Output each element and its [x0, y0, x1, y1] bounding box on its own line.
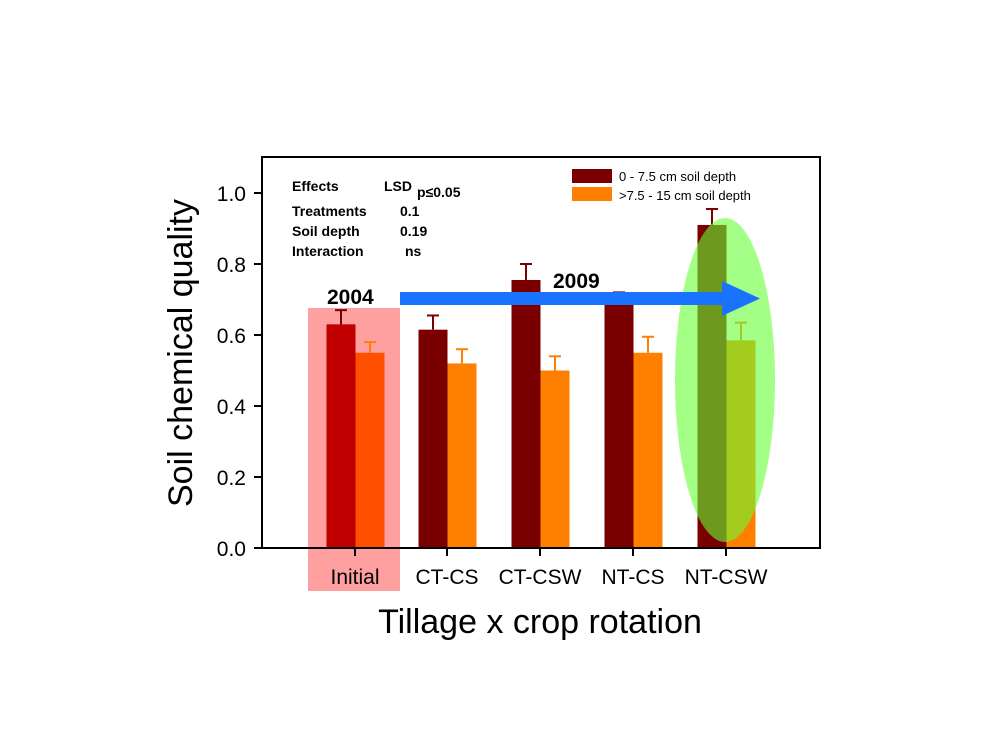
bar-deep-nt-cs: [633, 352, 663, 548]
legend-swatch-shallow: [572, 169, 612, 183]
x-tick-label-ct-cs: CT-CS: [416, 566, 479, 589]
legend: 0 - 7.5 cm soil depth >7.5 - 15 cm soil …: [572, 169, 751, 203]
time-arrow-shaft: [400, 292, 728, 305]
bar-shallow-ct-csw: [511, 279, 541, 548]
best-highlight-ellipse: [675, 218, 775, 542]
stats-row-treatments-value: 0.1: [400, 203, 420, 219]
x-tick-label-nt-cs: NT-CS: [602, 566, 665, 589]
legend-label-deep: >7.5 - 15 cm soil depth: [619, 188, 751, 203]
time-arrow: [400, 281, 760, 316]
y-tick-label: 0.4: [217, 396, 247, 419]
time-arrow-head: [722, 281, 760, 316]
stats-table: Effects LSD p≤0.05 Treatments 0.1 Soil d…: [292, 178, 461, 259]
bar-deep-ct-csw: [540, 370, 570, 548]
bar-shallow-nt-cs: [604, 301, 634, 548]
y-tick-label: 0.2: [217, 467, 246, 490]
stats-row-depth-value: 0.19: [400, 223, 427, 239]
stats-header-lsd-subscript: p≤0.05: [417, 184, 461, 200]
x-tick-label-nt-csw: NT-CSW: [685, 566, 768, 589]
x-axis-title: Tillage x crop rotation: [378, 603, 702, 641]
x-axis-ticks: Initial CT-CS CT-CSW NT-CS NT-CSW: [330, 548, 768, 589]
x-tick-label-ct-csw: CT-CSW: [499, 566, 582, 589]
bar-deep-ct-cs: [447, 363, 477, 548]
x-tick-label-initial: Initial: [330, 566, 379, 589]
legend-label-shallow: 0 - 7.5 cm soil depth: [619, 169, 736, 184]
stats-row-interaction-value: ns: [405, 243, 422, 259]
y-axis-ticks: 0.0 0.2 0.4 0.6 0.8 1.0: [217, 183, 262, 561]
y-tick-label: 0.8: [217, 254, 246, 277]
year-label-start: 2004: [327, 286, 374, 309]
y-axis-title: Soil chemical quality: [162, 199, 200, 507]
stats-row-depth-label: Soil depth: [292, 223, 360, 239]
stats-row-treatments-label: Treatments: [292, 203, 367, 219]
stats-header-effects: Effects: [292, 178, 339, 194]
bar-shallow-initial: [326, 324, 356, 548]
legend-swatch-deep: [572, 187, 612, 201]
y-tick-label: 1.0: [217, 183, 246, 206]
stats-header-lsd: LSD: [384, 178, 412, 194]
bar-shallow-ct-cs: [418, 329, 448, 548]
y-tick-label: 0.0: [217, 538, 246, 561]
year-label-end: 2009: [553, 270, 600, 293]
y-tick-label: 0.6: [217, 325, 246, 348]
bar-deep-initial: [355, 352, 385, 548]
stats-row-interaction-label: Interaction: [292, 243, 364, 259]
